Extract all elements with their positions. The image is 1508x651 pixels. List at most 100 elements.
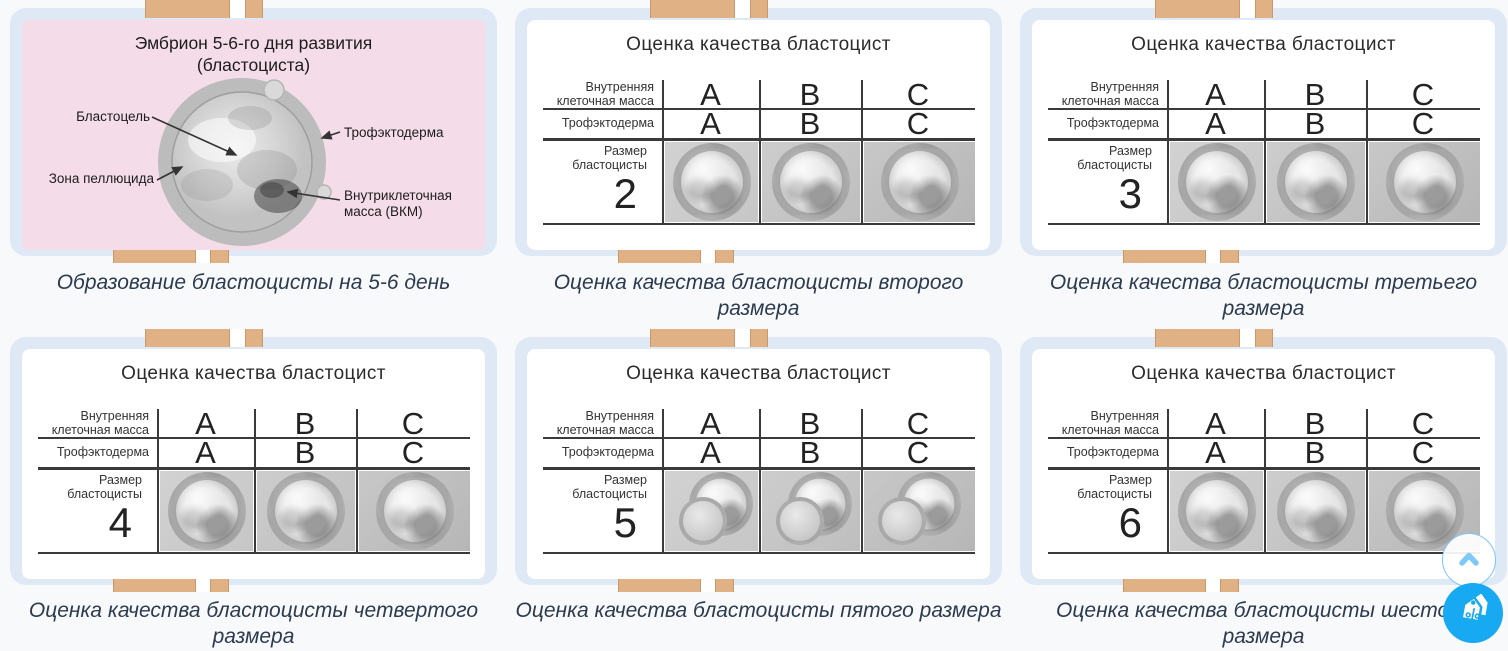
figure-caption: Оценка качества бластоцисты шестого разм… xyxy=(1056,599,1471,649)
size-row-label: Размер бластоцисты 5 xyxy=(543,473,655,545)
grading-panel: Оценка качества бластоцист Внутренняя кл… xyxy=(22,349,485,579)
embryo-photo xyxy=(1267,142,1365,222)
figure-blastocyst-grading: Оценка качества бластоцист Внутренняя кл… xyxy=(515,0,1002,263)
grade-cell: C xyxy=(1411,77,1435,112)
embryo-photo xyxy=(1170,142,1263,222)
grade-cell: C xyxy=(401,435,425,470)
grade-cell: B xyxy=(799,406,821,441)
card-title: Оценка качества бластоцист xyxy=(1131,34,1396,55)
label-trophectoderm: Трофэктодерма xyxy=(344,125,444,140)
size-number: 3 xyxy=(1118,170,1142,217)
grading-table: Внутренняя клеточная масса Трофэктодерма… xyxy=(38,406,470,554)
embryo-photo xyxy=(864,142,975,222)
card-title: Оценка качества бластоцист xyxy=(121,363,386,384)
card-title: Оценка качества бластоцист xyxy=(1131,363,1396,384)
size-number: 5 xyxy=(613,499,637,546)
grade-cell: A xyxy=(1205,106,1226,141)
grade-cell: A xyxy=(1205,406,1226,441)
decor-stripes-top xyxy=(650,329,768,347)
label-inner-cell-mass: Внутриклеточная масса (ВКМ) xyxy=(344,188,452,219)
icm-row-label: Внутренняя клеточная масса xyxy=(556,80,654,108)
grading-panel: Оценка качества бластоцист Внутренняя кл… xyxy=(1032,349,1495,579)
icm-row-label: Внутренняя клеточная масса xyxy=(51,409,149,437)
grade-cell: A xyxy=(700,106,721,141)
embryo-photo xyxy=(160,471,253,551)
grading-table: Внутренняя клеточная масса Трофэктодерма… xyxy=(1048,406,1480,554)
embryo-photo xyxy=(762,142,860,222)
label-zona-pellucida: Зона пеллюцида xyxy=(48,171,154,186)
figure-blastocyst-grading: Оценка качества бластоцист Внутренняя кл… xyxy=(515,329,1002,592)
grade-cell: B xyxy=(294,435,316,470)
figure-caption: Оценка качества бластоцисты пятого разме… xyxy=(515,599,1002,622)
decor-stripes-bottom xyxy=(1123,575,1239,592)
embryo-photo xyxy=(1267,471,1365,551)
embryo-photo xyxy=(665,142,758,222)
grade-cell: C xyxy=(401,406,425,441)
blastocyst-photo xyxy=(151,78,341,246)
price-tags-icon xyxy=(1460,594,1488,624)
grade-cell: C xyxy=(906,435,930,470)
grade-cell: A xyxy=(195,406,216,441)
size-row-label: Размер бластоцисты 4 xyxy=(38,473,150,545)
grade-cell: A xyxy=(1205,77,1226,112)
decor-stripes-bottom xyxy=(113,246,229,263)
size-row-label: Размер бластоцисты 6 xyxy=(1048,473,1160,545)
size-row-label: Размер бластоцисты 3 xyxy=(1048,144,1160,216)
grade-cell: A xyxy=(700,77,721,112)
grade-cell: B xyxy=(1304,106,1326,141)
decor-stripes-top xyxy=(1155,329,1273,347)
size-number: 4 xyxy=(108,499,132,546)
card-title: Оценка качества бластоцист xyxy=(626,34,891,55)
embryo-photo xyxy=(257,471,355,551)
size-row-label: Размер бластоцисты 2 xyxy=(543,144,655,216)
decor-stripes-top xyxy=(145,329,263,347)
grade-cell: B xyxy=(294,406,316,441)
grading-panel: Оценка качества бластоцист Внутренняя кл… xyxy=(527,20,990,250)
size-number: 6 xyxy=(1118,499,1142,546)
embryo-photo xyxy=(1369,142,1480,222)
grading-panel: Оценка качества бластоцист Внутренняя кл… xyxy=(1032,20,1495,250)
figure-blastocyst-diagram: Эмбрион 5-6-го дня развития (бластоциста… xyxy=(10,0,497,263)
promotions-button[interactable] xyxy=(1443,583,1503,643)
grade-cell: B xyxy=(799,77,821,112)
figure-caption: Оценка качества бластоцисты второго разм… xyxy=(553,271,964,321)
embryo-photo xyxy=(762,471,860,551)
figure-caption: Образование бластоцисты на 5-6 день xyxy=(56,271,451,294)
scroll-to-top-button[interactable] xyxy=(1442,533,1496,587)
grade-cell: A xyxy=(1205,435,1226,470)
label-blastocoel: Бластоцель xyxy=(76,109,150,124)
decor-stripes-bottom xyxy=(1123,246,1239,263)
grade-cell: A xyxy=(700,406,721,441)
decor-stripes-bottom xyxy=(113,575,229,592)
grading-panel: Оценка качества бластоцист Внутренняя кл… xyxy=(527,349,990,579)
icm-row-label: Внутренняя клеточная масса xyxy=(1061,80,1159,108)
trophectoderm-row-label: Трофэктодерма xyxy=(56,445,149,459)
decor-stripes-top xyxy=(650,0,768,18)
trophectoderm-row-label: Трофэктодерма xyxy=(561,445,654,459)
grade-cell: C xyxy=(1411,435,1435,470)
grading-table: Внутренняя клеточная масса Трофэктодерма… xyxy=(543,77,975,225)
decor-stripes-bottom xyxy=(618,575,734,592)
grade-cell: A xyxy=(700,435,721,470)
trophectoderm-row-label: Трофэктодерма xyxy=(1066,445,1159,459)
card-title: Оценка качества бластоцист xyxy=(626,363,891,384)
chevron-up-icon xyxy=(1459,552,1479,566)
diagram-title: Эмбрион 5-6-го дня развития (бластоциста… xyxy=(134,33,373,75)
grade-cell: B xyxy=(799,435,821,470)
figure-blastocyst-grading: Оценка качества бластоцист Внутренняя кл… xyxy=(1020,329,1507,592)
icm-row-label: Внутренняя клеточная масса xyxy=(1061,409,1159,437)
grade-cell: C xyxy=(1411,406,1435,441)
grade-cell: B xyxy=(1304,435,1326,470)
grade-cell: B xyxy=(1304,406,1326,441)
icm-row-label: Внутренняя клеточная масса xyxy=(556,409,654,437)
grading-table: Внутренняя клеточная масса Трофэктодерма… xyxy=(543,406,975,554)
decor-stripes-top xyxy=(145,0,263,18)
grade-cell: C xyxy=(906,406,930,441)
embryo-photo xyxy=(359,471,470,551)
grade-cell: C xyxy=(1411,106,1435,141)
diagram-panel: Эмбрион 5-6-го дня развития (бластоциста… xyxy=(22,20,485,250)
embryo-photo xyxy=(1170,471,1263,551)
trophectoderm-row-label: Трофэктодерма xyxy=(1066,116,1159,130)
grade-cell: C xyxy=(906,106,930,141)
figure-caption: Оценка качества бластоцисты третьего раз… xyxy=(1049,271,1478,321)
